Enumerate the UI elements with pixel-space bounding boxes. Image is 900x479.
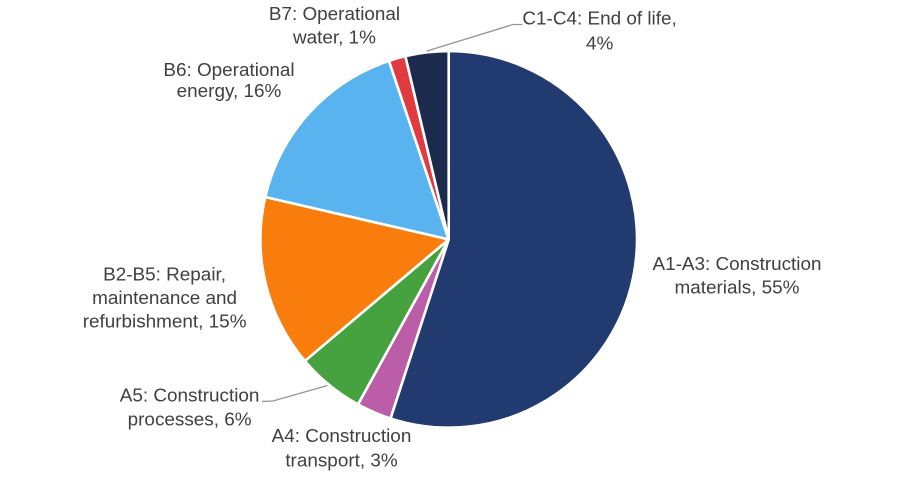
svg-text:A4: Construction: A4: Construction bbox=[272, 426, 412, 447]
svg-text:maintenance and: maintenance and bbox=[92, 288, 237, 309]
svg-text:materials, 55%: materials, 55% bbox=[675, 277, 800, 298]
svg-text:B2-B5: Repair,: B2-B5: Repair, bbox=[103, 265, 226, 286]
svg-text:transport, 3%: transport, 3% bbox=[285, 451, 398, 472]
svg-text:A5: Construction: A5: Construction bbox=[120, 386, 260, 407]
svg-text:energy, 16%: energy, 16% bbox=[177, 81, 282, 102]
svg-text:4%: 4% bbox=[586, 34, 614, 55]
svg-text:A1-A3: Construction: A1-A3: Construction bbox=[652, 254, 821, 275]
svg-text:B6: Operational: B6: Operational bbox=[163, 60, 294, 81]
svg-text:C1-C4: End of life,: C1-C4: End of life, bbox=[522, 8, 676, 29]
svg-text:refurbishment, 15%: refurbishment, 15% bbox=[83, 312, 247, 333]
svg-text:B7: Operational: B7: Operational bbox=[269, 4, 400, 25]
svg-text:water, 1%: water, 1% bbox=[292, 27, 376, 48]
svg-text:processes, 6%: processes, 6% bbox=[128, 410, 252, 431]
